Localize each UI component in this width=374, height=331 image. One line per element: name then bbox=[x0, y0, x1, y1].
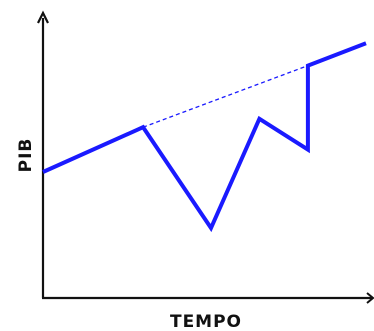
x-axis-arrow-icon bbox=[366, 292, 374, 304]
x-axis-label: TEMPO bbox=[170, 312, 242, 331]
y-axis-arrow-icon bbox=[37, 10, 49, 24]
y-axis-label: PIB bbox=[16, 138, 36, 173]
gdp-line bbox=[42, 41, 367, 233]
trend-line-dashed bbox=[142, 64, 309, 128]
series-layer bbox=[42, 41, 367, 233]
